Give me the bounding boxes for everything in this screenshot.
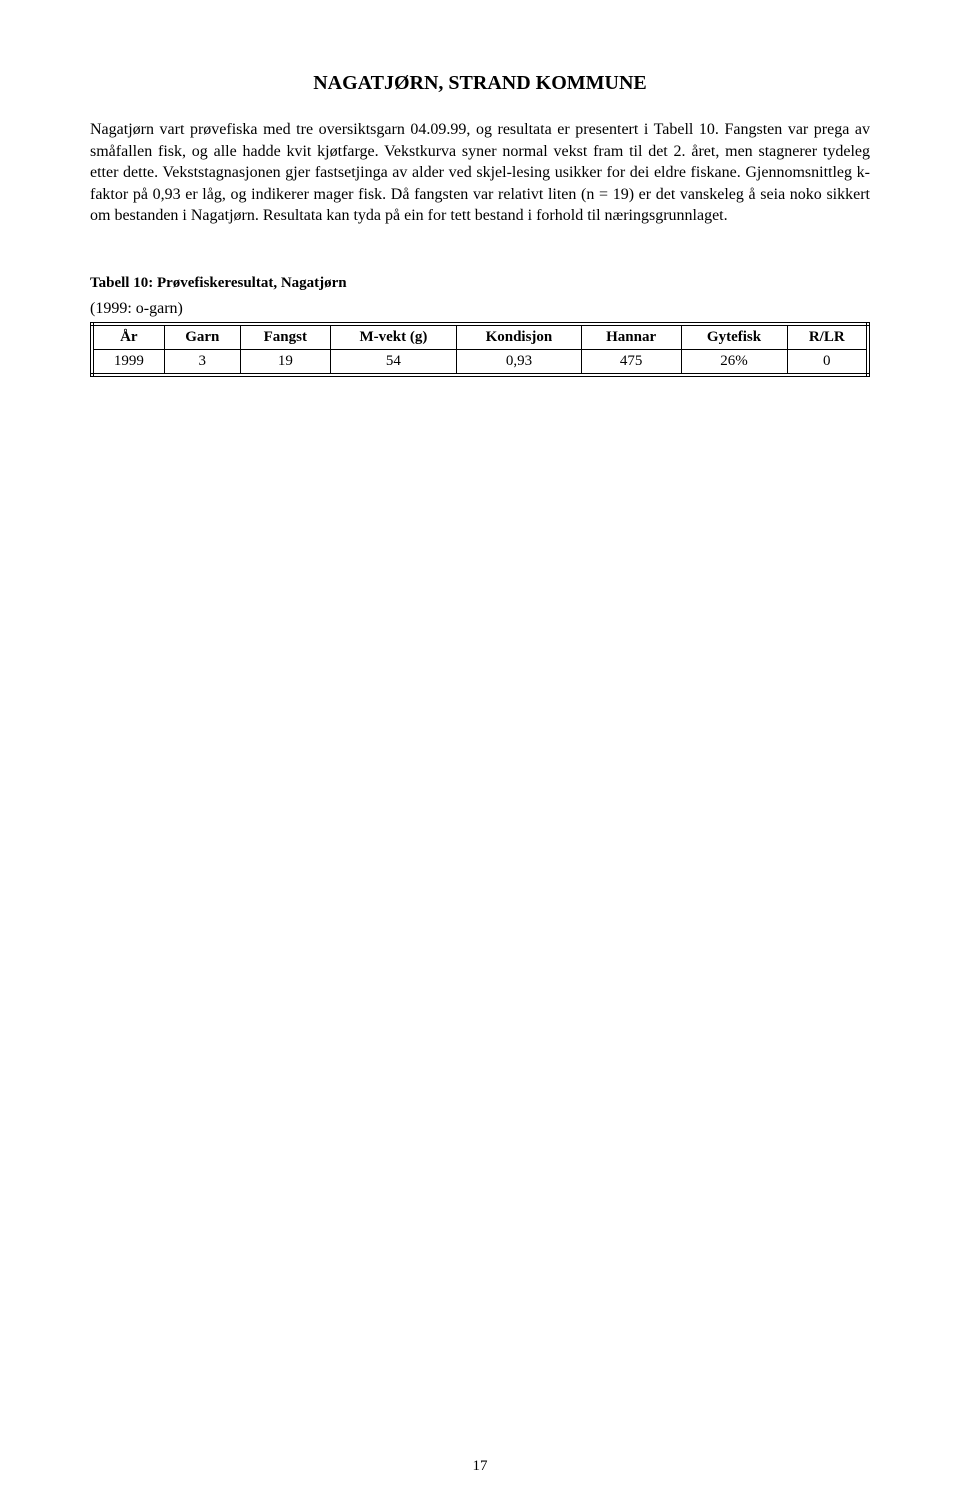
table-cell: 19 xyxy=(240,349,330,375)
page-title: NAGATJØRN, STRAND KOMMUNE xyxy=(90,72,870,95)
table-cell: 1999 xyxy=(92,349,164,375)
table-header-row: År Garn Fangst M-vekt (g) Kondisjon Hann… xyxy=(92,324,868,350)
document-page: NAGATJØRN, STRAND KOMMUNE Nagatjørn vart… xyxy=(0,0,960,1511)
col-header: År xyxy=(92,324,164,350)
table-cell: 0,93 xyxy=(457,349,582,375)
col-header: Gytefisk xyxy=(681,324,787,350)
col-header: Fangst xyxy=(240,324,330,350)
col-header: Hannar xyxy=(581,324,681,350)
table-cell: 0 xyxy=(787,349,868,375)
table-subcaption: (1999: o-garn) xyxy=(90,300,870,318)
col-header: Garn xyxy=(164,324,240,350)
table-cell: 3 xyxy=(164,349,240,375)
col-header: M-vekt (g) xyxy=(330,324,456,350)
table-caption: Tabell 10: Prøvefiskeresultat, Nagatjørn xyxy=(90,275,870,292)
table-cell: 475 xyxy=(581,349,681,375)
results-table: År Garn Fangst M-vekt (g) Kondisjon Hann… xyxy=(90,322,870,377)
body-paragraph: Nagatjørn vart prøvefiska med tre oversi… xyxy=(90,119,870,227)
table-row: 1999 3 19 54 0,93 475 26% 0 xyxy=(92,349,868,375)
col-header: R/LR xyxy=(787,324,868,350)
col-header: Kondisjon xyxy=(457,324,582,350)
table-cell: 54 xyxy=(330,349,456,375)
page-number: 17 xyxy=(0,1458,960,1475)
table-cell: 26% xyxy=(681,349,787,375)
